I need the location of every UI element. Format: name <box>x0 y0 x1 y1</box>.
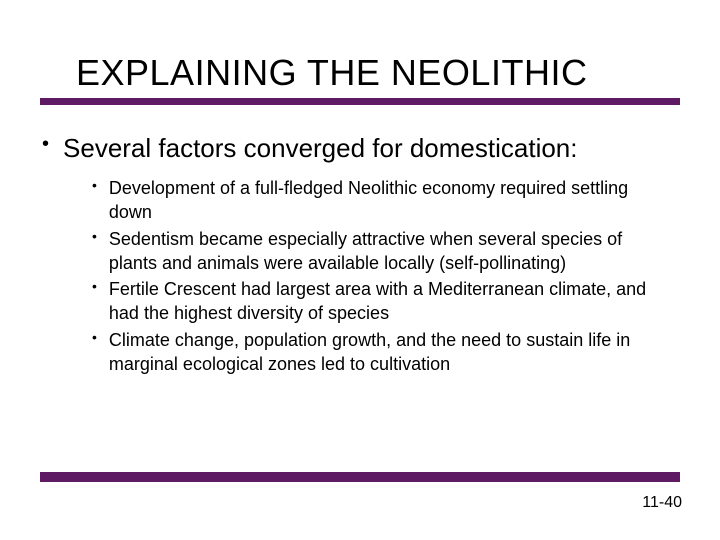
slide: EXPLAINING THE NEOLITHIC • Several facto… <box>0 0 720 540</box>
bullet-dot-icon: • <box>92 227 97 246</box>
bullet-dot-icon: • <box>92 277 97 296</box>
bullet-dot-icon: • <box>42 133 49 155</box>
sub-bullet-text: Climate change, population growth, and t… <box>109 328 668 377</box>
list-item: • Fertile Crescent had largest area with… <box>92 277 668 326</box>
page-number: 11-40 <box>642 494 682 512</box>
sub-bullet-text: Fertile Crescent had largest area with a… <box>109 277 668 326</box>
main-bullet: • Several factors converged for domestic… <box>0 105 720 164</box>
bullet-dot-icon: • <box>92 328 97 347</box>
bullet-dot-icon: • <box>92 176 97 195</box>
title-underline <box>40 98 680 105</box>
list-item: • Development of a full-fledged Neolithi… <box>92 176 668 225</box>
sub-bullet-list: • Development of a full-fledged Neolithi… <box>0 164 720 376</box>
list-item: • Climate change, population growth, and… <box>92 328 668 377</box>
sub-bullet-text: Sedentism became especially attractive w… <box>109 227 668 276</box>
sub-bullet-text: Development of a full-fledged Neolithic … <box>109 176 668 225</box>
title-wrap: EXPLAINING THE NEOLITHIC <box>0 0 720 94</box>
main-bullet-text: Several factors converged for domesticat… <box>63 133 577 164</box>
slide-title: EXPLAINING THE NEOLITHIC <box>76 52 680 94</box>
list-item: • Sedentism became especially attractive… <box>92 227 668 276</box>
bottom-rule <box>40 472 680 482</box>
